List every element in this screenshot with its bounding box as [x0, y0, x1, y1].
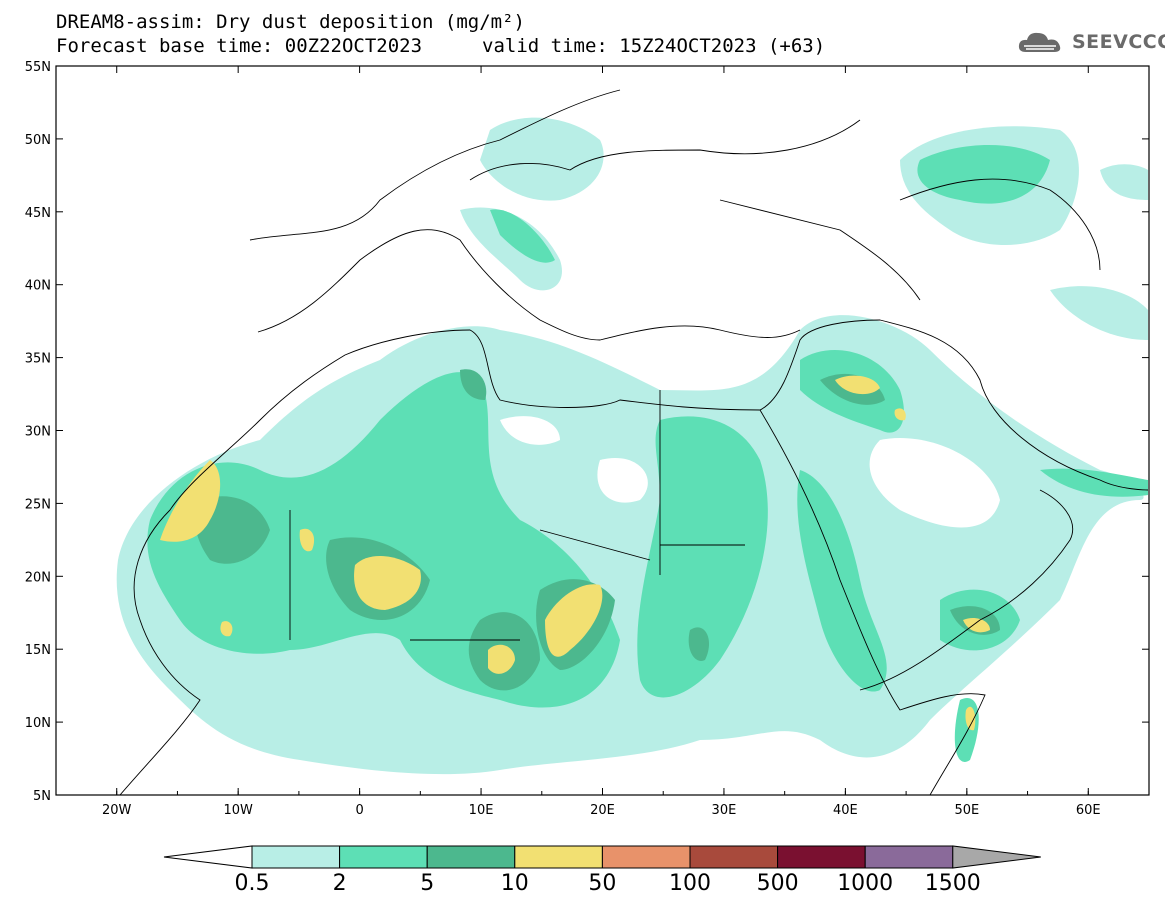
lon-label: 40E	[833, 803, 858, 818]
valid-time: valid time: 15Z24OCT2023 (+63)	[482, 35, 826, 57]
lon-label: 60E	[1076, 803, 1101, 818]
lon-label: 10E	[469, 803, 494, 818]
lat-label: 5N	[33, 789, 51, 804]
colorbar-label: 2	[333, 871, 347, 896]
lat-label: 35N	[25, 352, 51, 367]
lat-label: 15N	[25, 643, 51, 658]
lon-label: 10W	[223, 803, 253, 818]
colorbar-segment	[426, 845, 516, 869]
colorbar-label: 5	[420, 871, 434, 896]
dust-deposition-field	[116, 117, 1148, 775]
colorbar-label: 1500	[925, 871, 981, 896]
colorbar-max-arrow	[952, 845, 1041, 869]
lat-label: 10N	[25, 716, 51, 731]
lat-label: 25N	[25, 497, 51, 512]
seevccc-logo: SEEVCCC	[1016, 26, 1165, 58]
lat-label: 50N	[25, 133, 51, 148]
lat-label: 40N	[25, 279, 51, 294]
lon-label: 50E	[954, 803, 979, 818]
colorbar-label: 1000	[837, 871, 893, 896]
lon-label: 30E	[712, 803, 737, 818]
colorbar-segment	[514, 845, 603, 869]
colorbar-label: 10	[501, 871, 529, 896]
colorbar-min-arrow	[163, 845, 253, 869]
lat-label: 55N	[25, 60, 51, 75]
logo-text: SEEVCCC	[1072, 31, 1165, 53]
lon-label: 0	[355, 803, 363, 818]
colorbar-label: 0.5	[235, 871, 270, 896]
cloud-icon	[1018, 32, 1061, 52]
map-title: DREAM8-assim: Dry dust deposition (mg/m²…	[56, 11, 525, 33]
colorbar-segment	[601, 845, 691, 869]
colorbar-segment	[339, 845, 428, 869]
latitude-axis: 55N 50N 45N 40N 35N 30N 25N 20N 15N 10N 5N	[25, 60, 1149, 804]
coastlines	[119, 89, 1149, 795]
colorbar-segment	[689, 845, 779, 869]
forecast-base-time: Forecast base time: 00Z22OCT2023	[56, 35, 423, 57]
colorbar: 0.5 2 5 10 50 100 500 1000 1500	[163, 845, 1041, 896]
colorbar-label: 100	[669, 871, 711, 896]
colorbar-label: 500	[757, 871, 799, 896]
lon-label: 20W	[102, 803, 132, 818]
colorbar-segment	[251, 845, 341, 869]
colorbar-segment	[777, 845, 866, 869]
lat-label: 45N	[25, 206, 51, 221]
lat-label: 20N	[25, 570, 51, 585]
lat-label: 30N	[25, 425, 51, 440]
colorbar-label: 50	[588, 871, 616, 896]
longitude-axis: 20W 10W 0 10E 20E 30E 40E 50E 60E	[55, 66, 1150, 818]
lon-label: 20E	[590, 803, 615, 818]
colorbar-segment	[864, 845, 954, 869]
